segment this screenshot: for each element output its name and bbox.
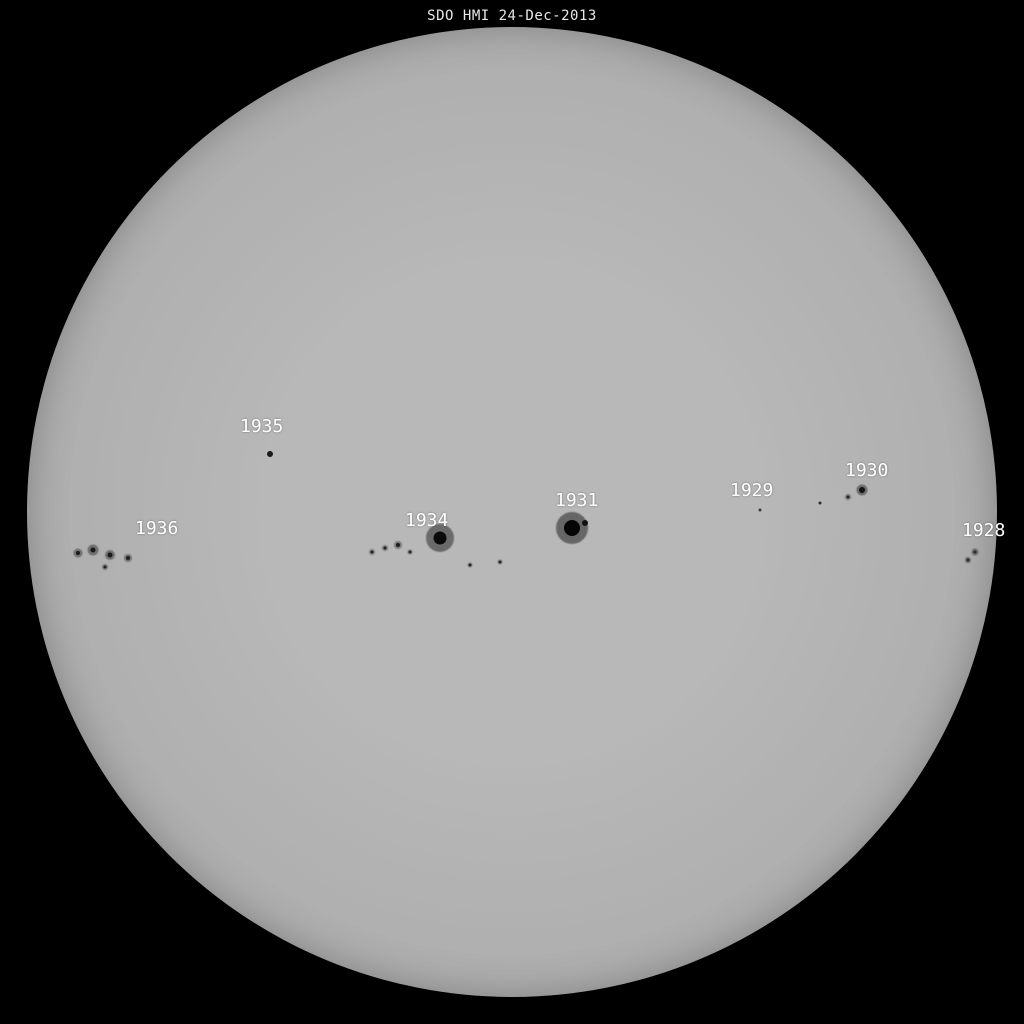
sunspot-umbra — [967, 559, 970, 562]
sunspot-umbra — [434, 532, 447, 545]
sunspot-umbra — [126, 556, 130, 560]
region-label-1928: 1928 — [962, 520, 1005, 541]
sunspot-umbra — [469, 564, 472, 567]
sunspot-umbra — [76, 551, 80, 555]
image-title: SDO HMI 24-Dec-2013 — [427, 8, 597, 24]
sunspot-umbra — [564, 520, 580, 536]
region-label-1930: 1930 — [845, 460, 888, 481]
solar-image: SDO HMI 24-Dec-2013 1935 1936 1934 1931 1929… — [0, 0, 1024, 1024]
sunspot-umbra — [396, 543, 400, 547]
solar-disk — [27, 27, 997, 997]
sunspot-umbra — [582, 520, 588, 526]
sunspot-umbra — [859, 487, 865, 493]
sunspot-umbra — [974, 551, 977, 554]
sunspot-umbra — [499, 561, 502, 564]
sunspot-umbra — [409, 551, 412, 554]
sunspot-umbra — [384, 547, 387, 550]
sunspot-umbra — [371, 551, 374, 554]
sunspot-umbra — [91, 548, 96, 553]
sunspot-umbra — [819, 502, 822, 505]
region-label-1931: 1931 — [555, 490, 598, 511]
region-label-1935: 1935 — [240, 416, 283, 437]
region-label-1929: 1929 — [730, 480, 773, 501]
sunspot-umbra — [847, 496, 850, 499]
sunspot-umbra — [104, 566, 107, 569]
region-label-1934: 1934 — [405, 510, 448, 531]
sunspot-umbra — [759, 509, 762, 512]
sunspot-umbra — [108, 553, 113, 558]
sunspot-umbra — [267, 451, 273, 457]
region-label-1936: 1936 — [135, 518, 178, 539]
